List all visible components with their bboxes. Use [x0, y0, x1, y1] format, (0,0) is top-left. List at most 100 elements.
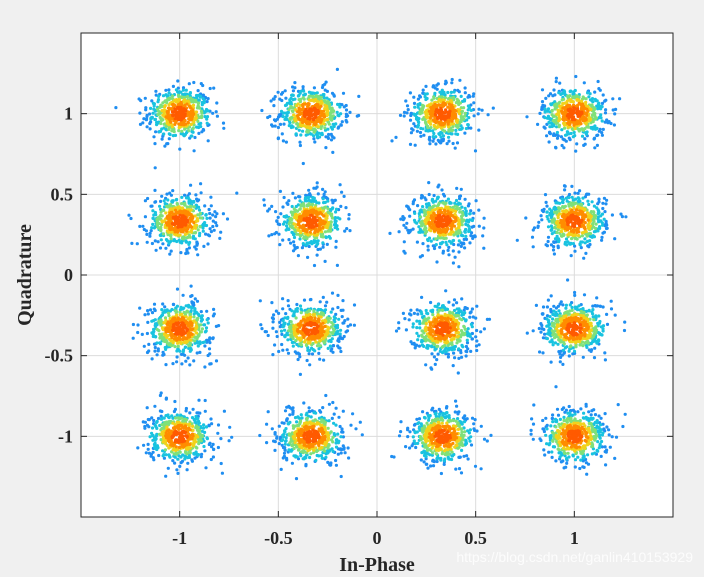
- scatter-point: [164, 397, 168, 401]
- scatter-point: [447, 414, 451, 418]
- scatter-point: [558, 302, 562, 306]
- scatter-point: [352, 303, 357, 307]
- scatter-point: [563, 188, 567, 192]
- scatter-point: [583, 137, 587, 141]
- scatter-point: [463, 111, 467, 115]
- scatter-point: [279, 92, 284, 96]
- scatter-point: [576, 455, 580, 459]
- scatter-point: [146, 309, 150, 313]
- scatter-point: [185, 247, 189, 252]
- scatter-point: [541, 418, 545, 423]
- scatter-point: [446, 455, 450, 459]
- scatter-point: [135, 242, 139, 246]
- scatter-point: [189, 122, 193, 127]
- scatter-point: [463, 86, 467, 90]
- scatter-point: [553, 100, 557, 104]
- scatter-point: [274, 210, 278, 214]
- scatter-point: [195, 240, 199, 244]
- scatter-point: [482, 216, 486, 220]
- scatter-point: [452, 345, 456, 349]
- scatter-point: [435, 459, 439, 464]
- scatter-point: [205, 115, 210, 119]
- scatter-point: [548, 130, 552, 134]
- scatter-point: [204, 425, 208, 429]
- scatter-point: [214, 324, 218, 328]
- scatter-point: [173, 461, 177, 465]
- scatter-point: [580, 340, 585, 344]
- scatter-point: [402, 114, 406, 118]
- scatter-point: [555, 407, 560, 411]
- scatter-point: [147, 342, 151, 346]
- scatter-point: [164, 196, 168, 200]
- scatter-point: [408, 446, 412, 450]
- scatter-point: [143, 420, 147, 424]
- scatter-point: [459, 94, 463, 98]
- scatter-point: [281, 435, 286, 439]
- scatter-point: [591, 315, 595, 319]
- scatter-point: [463, 131, 467, 135]
- scatter-point: [320, 456, 324, 460]
- scatter-point: [418, 326, 422, 330]
- scatter-point: [194, 203, 199, 208]
- scatter-point: [198, 216, 202, 220]
- scatter-point: [175, 355, 179, 359]
- scatter-point: [569, 131, 573, 136]
- scatter-point: [182, 415, 186, 419]
- scatter-point: [466, 327, 470, 331]
- scatter-point: [291, 89, 295, 93]
- scatter-point: [464, 126, 468, 131]
- scatter-point: [158, 246, 163, 250]
- scatter-point: [168, 341, 172, 345]
- scatter-point: [294, 225, 298, 229]
- scatter-point: [595, 339, 599, 343]
- scatter-point: [266, 333, 270, 338]
- scatter-point: [613, 313, 617, 317]
- scatter-point: [599, 416, 603, 420]
- scatter-point: [601, 93, 605, 97]
- scatter-point: [457, 356, 461, 360]
- scatter-point: [154, 200, 158, 204]
- scatter-point: [159, 210, 163, 214]
- scatter-point: [485, 439, 489, 443]
- scatter-point: [167, 98, 171, 102]
- scatter-point: [460, 343, 464, 347]
- scatter-point: [348, 323, 353, 327]
- scatter-point: [562, 205, 566, 209]
- scatter-point: [168, 252, 172, 256]
- scatter-point: [413, 105, 417, 109]
- scatter-point: [402, 110, 407, 114]
- scatter-point: [468, 315, 472, 319]
- scatter-point: [441, 308, 445, 312]
- scatter-point: [176, 471, 180, 475]
- scatter-point: [344, 115, 348, 119]
- scatter-point: [344, 330, 348, 334]
- scatter-point: [187, 344, 191, 348]
- scatter-point: [542, 429, 547, 434]
- scatter-point: [348, 229, 352, 233]
- scatter-point: [436, 185, 440, 189]
- scatter-point: [557, 422, 561, 426]
- scatter-point: [211, 111, 215, 115]
- scatter-point: [412, 311, 416, 315]
- scatter-point: [275, 334, 279, 339]
- scatter-point: [452, 298, 457, 302]
- scatter-point: [603, 99, 607, 103]
- scatter-point: [604, 219, 608, 223]
- scatter-point: [348, 110, 352, 114]
- scatter-point: [309, 240, 313, 244]
- scatter-point: [402, 249, 406, 253]
- scatter-point: [552, 252, 557, 256]
- scatter-point: [331, 122, 335, 126]
- scatter-point: [440, 188, 444, 192]
- scatter-point: [340, 120, 344, 124]
- scatter-point: [420, 333, 424, 337]
- scatter-point: [557, 448, 561, 452]
- scatter-point: [153, 142, 157, 146]
- scatter-point: [294, 477, 299, 481]
- scatter-point: [549, 224, 554, 228]
- scatter-point: [189, 183, 193, 187]
- scatter-point: [465, 454, 469, 458]
- scatter-point: [543, 107, 547, 111]
- scatter-point: [392, 455, 396, 459]
- scatter-point: [456, 417, 460, 421]
